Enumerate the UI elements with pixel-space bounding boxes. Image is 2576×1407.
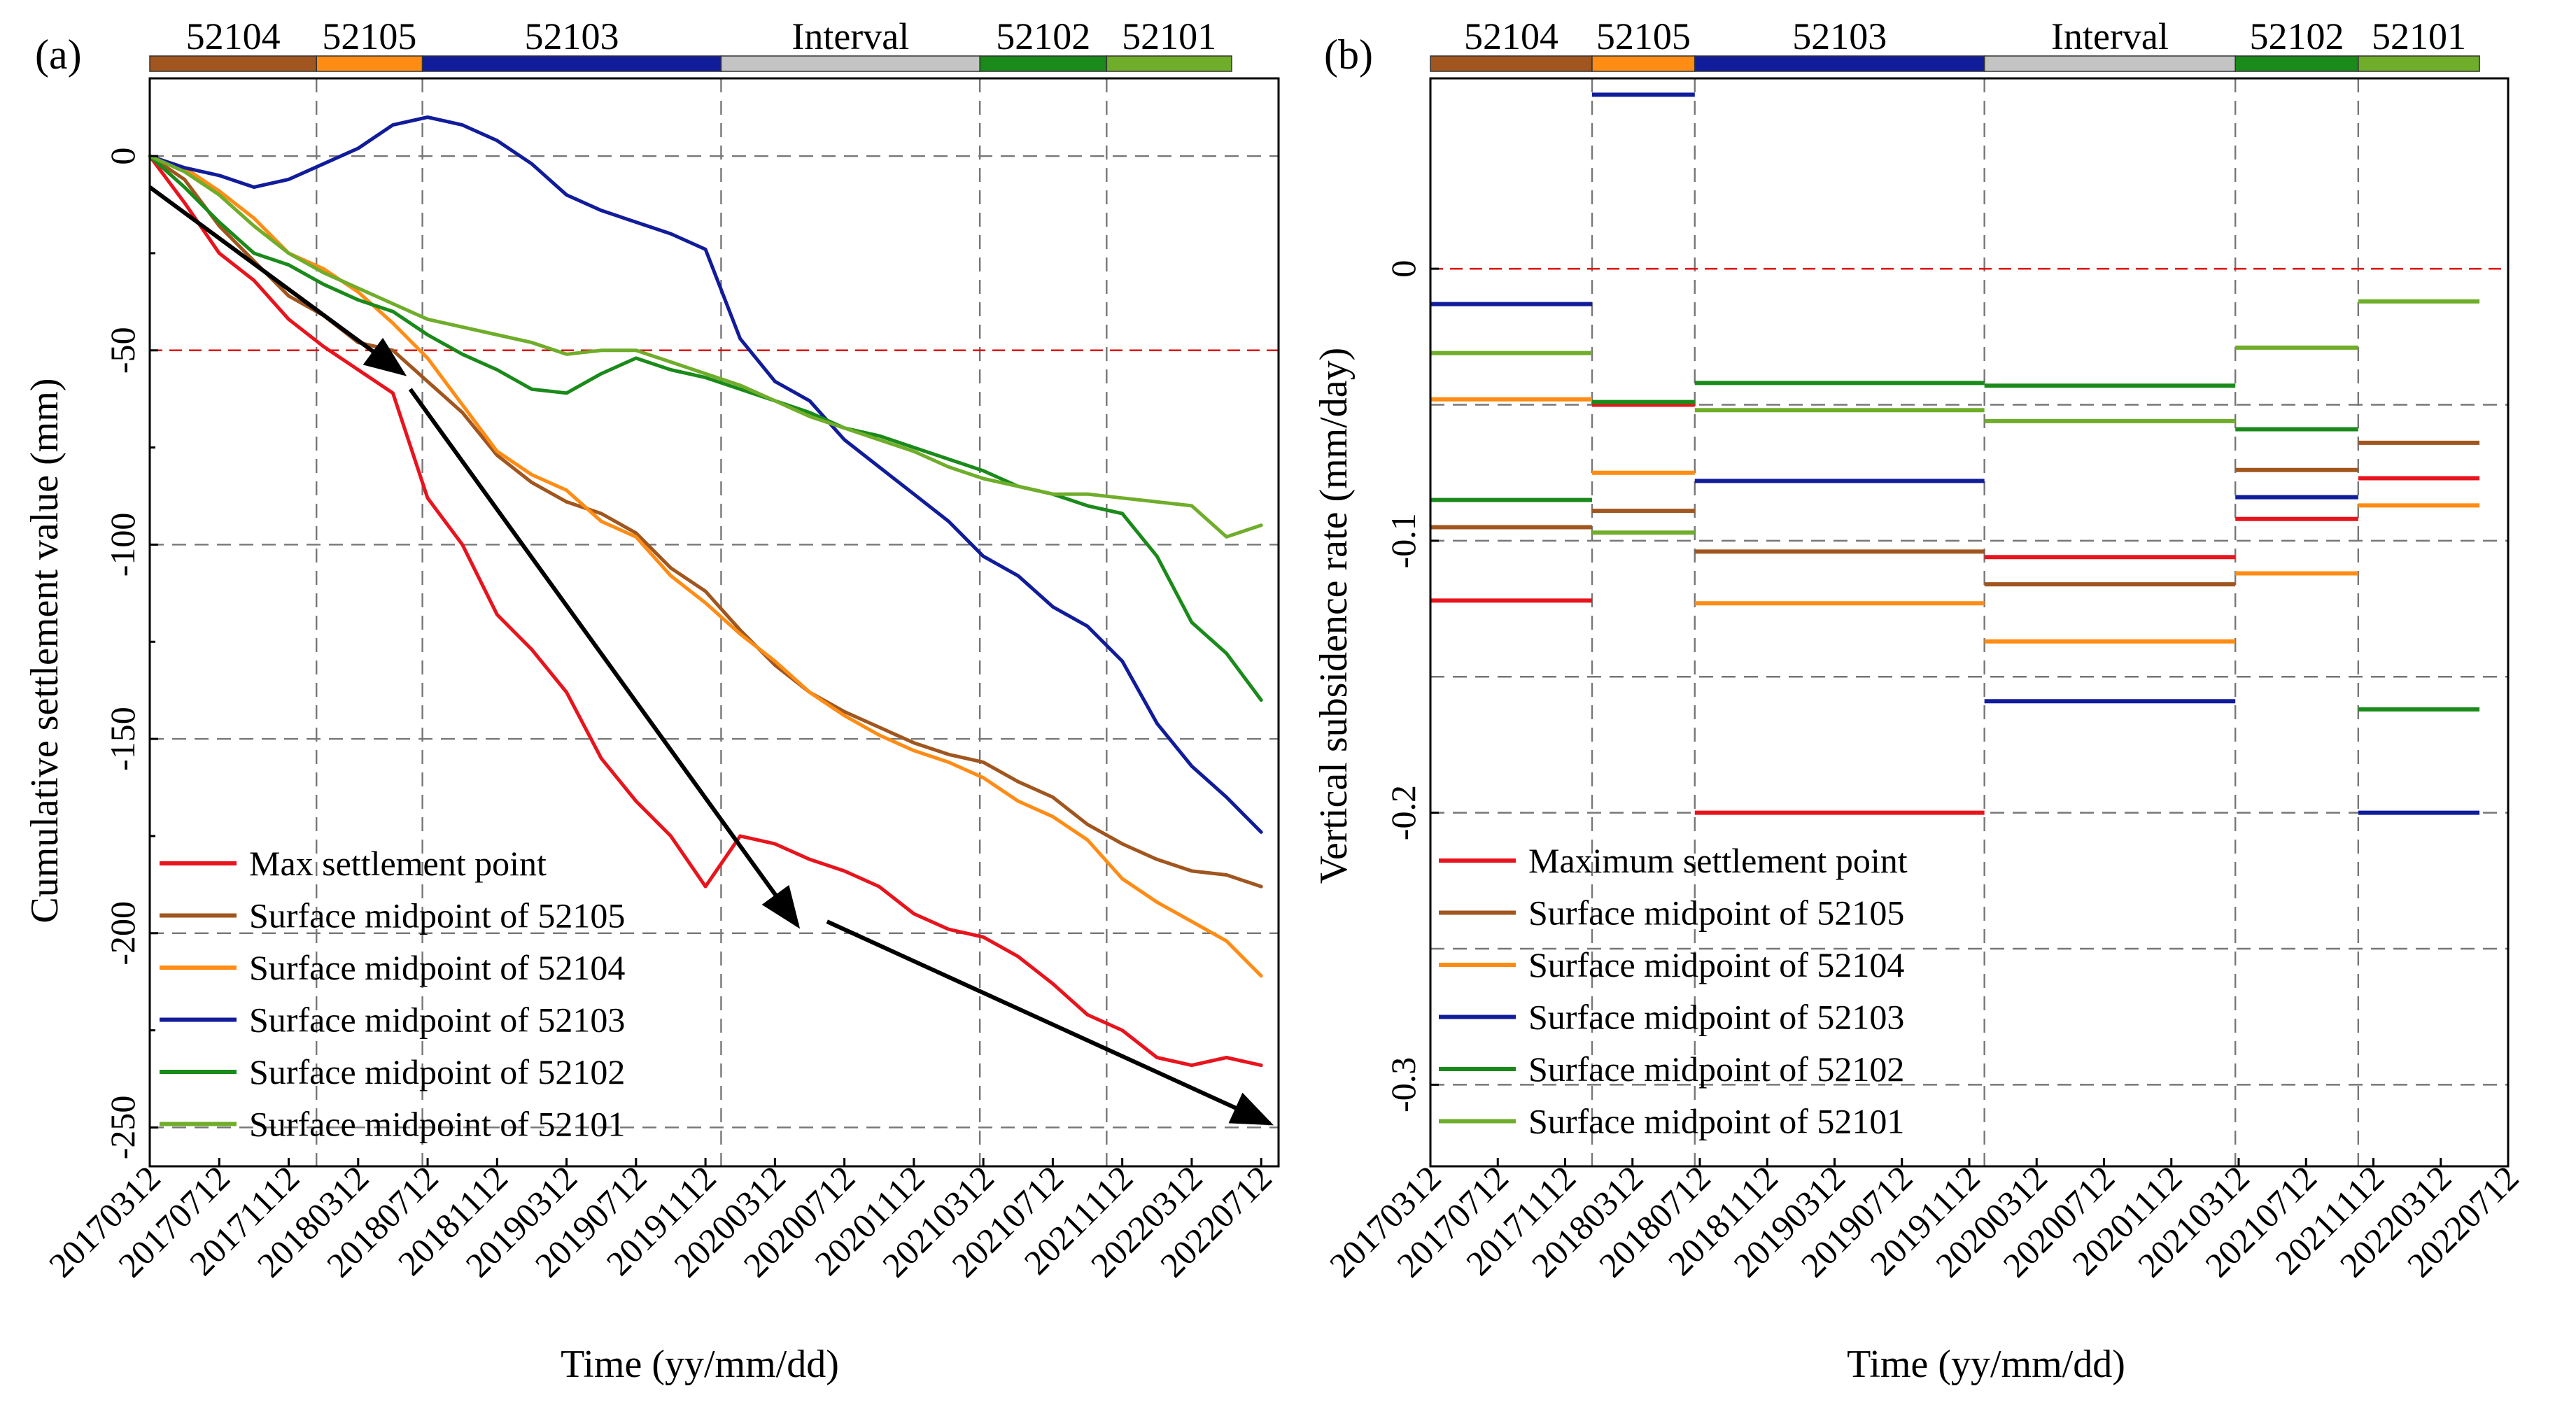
band-label-52105: 52105 bbox=[1596, 15, 1691, 57]
band-bar-52103 bbox=[1694, 55, 1985, 72]
y-tick-label: -0.3 bbox=[1384, 1057, 1423, 1112]
band-bar-52102 bbox=[2234, 55, 2359, 72]
panel-a-label: (a) bbox=[35, 31, 82, 78]
panel-b-series bbox=[1430, 92, 2480, 815]
panel-a-legend: Max settlement point Surface midpoint of … bbox=[160, 844, 625, 1144]
band-label-52103: 52103 bbox=[1792, 15, 1887, 57]
y-tick-label: -50 bbox=[103, 327, 142, 374]
panel-b-legend: Maximum settlement point Surface midpoint… bbox=[1439, 841, 1908, 1141]
trend-arrow bbox=[148, 185, 407, 376]
y-tick-label: -100 bbox=[103, 513, 142, 577]
legend-label-s52105: Surface midpoint of 52105 bbox=[1528, 893, 1904, 933]
legend-label-s52104: Surface midpoint of 52104 bbox=[249, 948, 625, 987]
band-bar-interval bbox=[720, 55, 980, 72]
band-bar-52105 bbox=[1591, 55, 1696, 72]
y-tick-label: -0.1 bbox=[1384, 513, 1423, 568]
y-tick-label: -250 bbox=[103, 1096, 142, 1160]
band-bar-52101 bbox=[1106, 55, 1232, 72]
band-label-interval: Interval bbox=[791, 15, 909, 57]
panel-a-y-axis-label: Cumulative settlement value (mm) bbox=[23, 378, 66, 923]
band-bar-52105 bbox=[316, 55, 423, 72]
plot-frame bbox=[1429, 77, 2510, 1168]
band-label-52104: 52104 bbox=[186, 15, 281, 57]
band-label-52102: 52102 bbox=[996, 15, 1090, 57]
band-label-52101: 52101 bbox=[1122, 15, 1216, 57]
band-bar-52102 bbox=[979, 55, 1108, 72]
band-bar-52104 bbox=[1430, 55, 1593, 72]
legend-label-s52101: Surface midpoint of 52101 bbox=[1528, 1102, 1904, 1141]
legend-label-s52105: Surface midpoint of 52105 bbox=[249, 896, 625, 935]
legend-label-s52101: Surface midpoint of 52101 bbox=[249, 1105, 625, 1144]
band-label-52103: 52103 bbox=[525, 15, 619, 57]
legend-label-s52103: Surface midpoint of 52103 bbox=[249, 1001, 625, 1040]
series-line-s52103 bbox=[148, 115, 1263, 834]
band-bar-52101 bbox=[2358, 55, 2480, 72]
legend-label-s52103: Surface midpoint of 52103 bbox=[1528, 998, 1904, 1037]
legend-label-s52104: Surface midpoint of 52104 bbox=[1528, 945, 1904, 984]
panel-a-x-axis-label: Time (yy/mm/dd) bbox=[561, 1343, 839, 1386]
series-line-s52102 bbox=[148, 154, 1263, 702]
panel-b-axes: 0-0.1-0.2-0.3201703122017071220171112201… bbox=[1322, 77, 2526, 1285]
series-line-max bbox=[148, 154, 1263, 1068]
panel-a-chart: (a) Cumulative settlement value (mm) Tim… bbox=[23, 15, 1280, 1386]
plot-frame bbox=[148, 77, 1280, 1168]
panel-b-grid bbox=[1430, 78, 2508, 1166]
band-bar-52104 bbox=[149, 55, 317, 72]
y-tick-label: 0 bbox=[103, 148, 142, 165]
band-label-52101: 52101 bbox=[2372, 15, 2466, 57]
panel-a-arrows bbox=[148, 185, 1274, 1126]
band-label-52104: 52104 bbox=[1464, 15, 1558, 57]
band-label-interval: Interval bbox=[2051, 15, 2169, 57]
y-tick-label: 0 bbox=[1384, 260, 1423, 278]
panel-b-mining-bands: 52104 52105 52103 Interval 52102 52101 bbox=[1430, 15, 2480, 72]
band-bar-interval bbox=[1983, 55, 2236, 72]
band-label-52102: 52102 bbox=[2250, 15, 2344, 57]
legend-label-max: Max settlement point bbox=[249, 844, 547, 883]
band-label-52105: 52105 bbox=[322, 15, 416, 57]
panel-a-mining-bands: 52104 52105 52103 Interval 52102 52101 bbox=[149, 15, 1232, 72]
y-tick-label: -0.2 bbox=[1384, 785, 1423, 840]
legend-label-s52102: Surface midpoint of 52102 bbox=[1528, 1049, 1904, 1089]
trend-arrow bbox=[826, 919, 1274, 1126]
band-bar-52103 bbox=[421, 55, 722, 72]
panel-b-x-axis-label: Time (yy/mm/dd) bbox=[1847, 1343, 2125, 1386]
panel-b-y-axis-label: Vertical subsidence rate (mm/day) bbox=[1312, 348, 1356, 884]
series-line-s52101 bbox=[148, 154, 1263, 539]
panel-b-label: (b) bbox=[1324, 31, 1373, 78]
y-tick-label: -150 bbox=[103, 707, 142, 771]
y-tick-label: -200 bbox=[103, 901, 142, 966]
panel-b-chart: (b) Vertical subsidence rate (mm/day) Ti… bbox=[1312, 15, 2526, 1386]
legend-label-s52102: Surface midpoint of 52102 bbox=[249, 1052, 625, 1091]
legend-label-max: Maximum settlement point bbox=[1528, 841, 1908, 880]
trend-arrow bbox=[408, 388, 801, 929]
